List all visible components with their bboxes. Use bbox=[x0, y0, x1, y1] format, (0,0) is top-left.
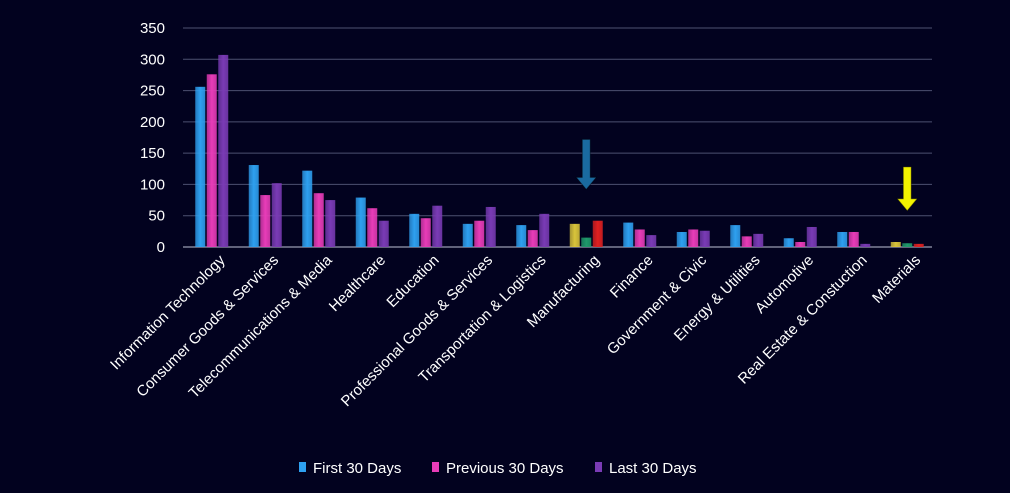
bar-transportation-logistics-last-30-days bbox=[539, 213, 550, 247]
bar-energy-utilities-first-30-days bbox=[730, 225, 741, 247]
bar-materials-last-30-days bbox=[913, 243, 924, 247]
gridlines bbox=[183, 27, 932, 248]
y-tick-label: 0 bbox=[157, 239, 165, 256]
bar-automotive-last-30-days bbox=[806, 226, 817, 247]
legend-item-first-30-days: First 30 Days bbox=[313, 460, 401, 477]
bar-real-estate-constuction-first-30-days bbox=[837, 231, 848, 247]
bar-telecommunications-media-first-30-days bbox=[302, 170, 313, 247]
bar-information-technology-previous-30-days bbox=[206, 74, 217, 247]
bar-professional-goods-services-last-30-days bbox=[485, 206, 496, 247]
legend-item-last-30-days: Last 30 Days bbox=[609, 460, 697, 477]
x-tick-label: Healthcare bbox=[326, 252, 389, 315]
y-tick-label: 150 bbox=[140, 145, 165, 162]
bar-automotive-previous-30-days bbox=[795, 241, 806, 247]
legend-swatch bbox=[299, 462, 306, 472]
y-tick-label: 50 bbox=[148, 208, 165, 225]
bar-finance-previous-30-days bbox=[634, 229, 645, 247]
bar-consumer-goods-services-previous-30-days bbox=[260, 195, 271, 247]
bar-government-civic-first-30-days bbox=[676, 231, 687, 247]
x-tick-label: Materials bbox=[869, 252, 924, 307]
legend-swatch bbox=[432, 462, 439, 472]
bar-consumer-goods-services-last-30-days bbox=[271, 183, 282, 247]
y-tick-label: 100 bbox=[140, 176, 165, 193]
bar-manufacturing-last-30-days bbox=[592, 220, 603, 247]
bar-healthcare-first-30-days bbox=[355, 197, 366, 247]
bar-education-last-30-days bbox=[432, 205, 443, 247]
bar-finance-last-30-days bbox=[646, 235, 657, 247]
bar-energy-utilities-last-30-days bbox=[753, 233, 764, 247]
bar-telecommunications-media-last-30-days bbox=[325, 200, 336, 247]
bar-real-estate-constuction-last-30-days bbox=[860, 243, 871, 247]
bar-information-technology-first-30-days bbox=[195, 86, 206, 248]
bar-healthcare-last-30-days bbox=[378, 220, 389, 247]
annotations bbox=[575, 138, 919, 212]
legend-swatch bbox=[595, 462, 602, 472]
bars bbox=[195, 54, 924, 248]
bar-education-first-30-days bbox=[409, 213, 420, 247]
bar-healthcare-previous-30-days bbox=[367, 208, 378, 247]
bar-transportation-logistics-previous-30-days bbox=[527, 230, 538, 247]
down-arrow-icon bbox=[575, 138, 598, 191]
bar-information-technology-last-30-days bbox=[218, 54, 229, 247]
y-tick-label: 350 bbox=[140, 20, 165, 37]
y-tick-label: 300 bbox=[140, 51, 165, 68]
y-tick-label: 200 bbox=[140, 114, 165, 131]
y-axis: 0 50 100 150 200 250 300 350 bbox=[140, 20, 165, 256]
bar-government-civic-last-30-days bbox=[699, 230, 710, 247]
bar-telecommunications-media-previous-30-days bbox=[313, 193, 324, 247]
down-arrow-icon bbox=[896, 166, 919, 212]
bar-consumer-goods-services-first-30-days bbox=[248, 165, 259, 247]
legend-item-previous-30-days: Previous 30 Days bbox=[446, 460, 564, 477]
bar-manufacturing-previous-30-days bbox=[581, 237, 592, 247]
bar-real-estate-constuction-previous-30-days bbox=[848, 231, 859, 247]
bar-materials-first-30-days bbox=[890, 241, 901, 247]
bar-education-previous-30-days bbox=[420, 218, 431, 247]
bar-transportation-logistics-first-30-days bbox=[516, 225, 527, 247]
bar-automotive-first-30-days bbox=[783, 238, 794, 247]
legend: First 30 Days Previous 30 Days Last 30 Day… bbox=[299, 460, 697, 477]
bar-finance-first-30-days bbox=[623, 222, 634, 247]
bar-professional-goods-services-previous-30-days bbox=[474, 220, 485, 247]
bar-materials-previous-30-days bbox=[902, 243, 913, 247]
x-tick-label: Finance bbox=[607, 252, 657, 302]
x-tick-label: Government & Civic bbox=[604, 251, 711, 358]
y-tick-label: 250 bbox=[140, 83, 165, 100]
bar-energy-utilities-previous-30-days bbox=[741, 236, 752, 247]
bar-government-civic-previous-30-days bbox=[688, 229, 699, 247]
bar-manufacturing-first-30-days bbox=[569, 223, 580, 247]
bar-professional-goods-services-first-30-days bbox=[462, 223, 473, 247]
